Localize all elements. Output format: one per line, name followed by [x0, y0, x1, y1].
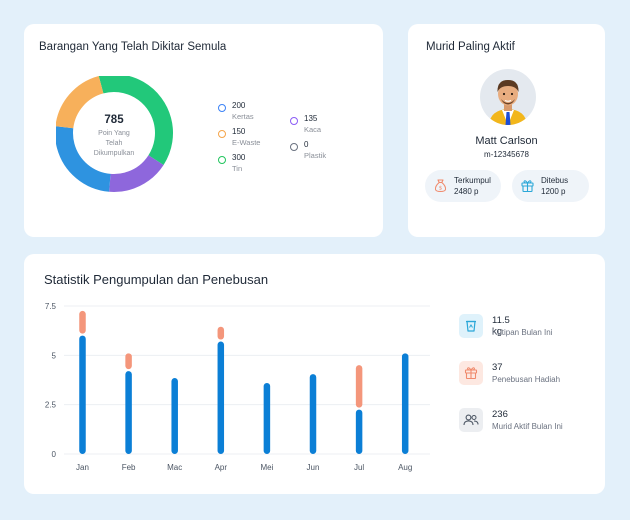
recycled-items-title: Barangan Yang Telah Dikitar Semula	[39, 41, 227, 53]
bar-redemption-feb	[125, 353, 132, 370]
donut-segment-kertas	[56, 76, 173, 192]
legend-value: 300	[232, 153, 246, 162]
legend-value: 150	[232, 127, 246, 136]
legend-dot-icon	[218, 156, 226, 164]
legend-label: Kertas	[232, 112, 254, 121]
monthly-collection-bar-chart: 0 2.5 5 7.5 Jan Feb Mac Apr Mei Jun Jul Aug	[45, 302, 430, 472]
x-tick-label: Mei	[260, 463, 273, 472]
recycled-items-card: Barangan Yang Telah Dikitar Semula 785 P…	[24, 24, 383, 237]
svg-text:$: $	[439, 186, 443, 192]
bar-redemption-jan	[79, 310, 86, 334]
stat-icon-box	[459, 314, 483, 338]
x-tick-label: Apr	[215, 463, 228, 472]
donut-center: 785 Poin Yang Telah Dikumpulkan	[74, 114, 154, 159]
legend-label: E-Waste	[232, 138, 261, 147]
collection-statistics-card: Statistik Pengumpulan dan Penebusan 0 2.5…	[24, 254, 605, 494]
legend-label: Kaca	[304, 125, 322, 134]
bar-redemption-jul	[355, 365, 363, 408]
bar-collection-feb	[125, 371, 132, 454]
statistics-title: Statistik Pengumpulan dan Penebusan	[44, 272, 269, 287]
stat-label: Kutipan Bulan Ini	[492, 328, 553, 337]
recycle-bin-icon	[466, 320, 476, 332]
collected-value: 2480 p	[454, 187, 479, 196]
avatar-illustration-icon	[489, 80, 527, 125]
stat-icon-box	[459, 408, 483, 432]
recycled-donut-chart	[56, 76, 173, 192]
bar-collection-mei	[263, 382, 271, 454]
x-tick-label: Aug	[398, 463, 412, 472]
legend-value: 0	[304, 140, 309, 149]
legend-label: Plastik	[304, 151, 327, 160]
y-tick-label: 0	[52, 450, 57, 459]
legend-dot-icon	[290, 117, 298, 125]
stat-value: 37	[492, 362, 503, 373]
stat-label: Murid Aktif Bulan Ini	[492, 422, 563, 431]
x-tick-label: Jun	[307, 463, 320, 472]
points-caption-line-2: Telah	[105, 140, 123, 147]
points-caption-line-3: Dikumpulkan	[93, 150, 135, 157]
bar-collection-aug	[401, 353, 409, 454]
x-tick-label: Feb	[122, 463, 136, 472]
stat-value: 236	[492, 409, 508, 420]
stat-label: Penebusan Hadiah	[492, 375, 561, 384]
users-icon	[463, 414, 479, 426]
bar-collection-apr	[217, 341, 225, 454]
x-tick-label: Mac	[167, 463, 182, 472]
collected-label: Terkumpul	[454, 176, 491, 185]
points-collected-value: 785	[104, 114, 124, 126]
bar-collection-mac	[171, 378, 178, 454]
x-tick-label: Jul	[354, 463, 364, 472]
stat-value: 11.5 kg	[492, 315, 510, 337]
money-bag-icon: $	[434, 179, 447, 193]
student-id: m-12345678	[484, 150, 529, 159]
points-collected-pill: $ Terkumpul 2480 p	[425, 170, 501, 202]
redeemed-label: Ditebus	[541, 176, 569, 185]
bar-collection-jun	[309, 374, 317, 454]
legend-dot-icon	[218, 130, 226, 138]
most-active-student-card: Murid Paling Aktif Matt Carlson m-123456…	[408, 24, 605, 237]
legend-value: 135	[304, 114, 318, 123]
student-name: Matt Carlson	[475, 135, 538, 147]
redeemed-value: 1200 p	[541, 187, 566, 196]
gift-icon	[464, 367, 478, 380]
donut-segment-tin	[56, 76, 173, 192]
gift-icon	[521, 180, 534, 193]
stat-icon-box	[459, 361, 483, 385]
y-tick-label: 2.5	[45, 401, 57, 410]
donut-segment-kaca	[56, 76, 173, 192]
student-avatar	[480, 69, 536, 125]
y-tick-label: 7.5	[45, 302, 57, 311]
x-tick-label: Jan	[76, 463, 89, 472]
bar-collection-jan	[79, 335, 86, 454]
student-card-title: Murid Paling Aktif	[426, 41, 515, 53]
legend-dot-icon	[290, 143, 298, 151]
bar-redemption-apr	[217, 326, 225, 340]
points-redeemed-pill: Ditebus 1200 p	[512, 170, 589, 202]
y-tick-label: 5	[52, 351, 57, 360]
legend-label: Tin	[232, 164, 243, 173]
bar-collection-jul	[355, 409, 363, 454]
legend-value: 200	[232, 101, 246, 110]
legend-dot-icon	[218, 104, 226, 112]
points-caption-line-1: Poin Yang	[98, 130, 130, 137]
